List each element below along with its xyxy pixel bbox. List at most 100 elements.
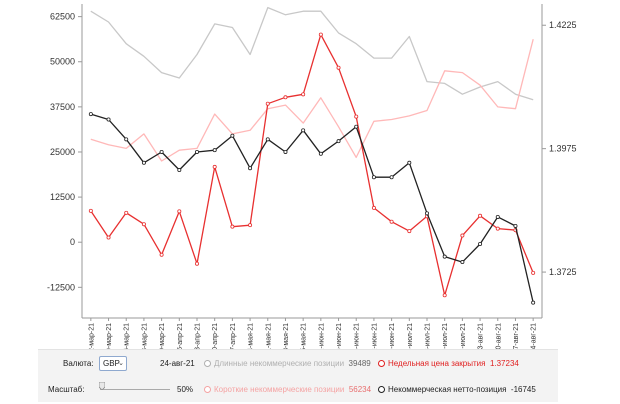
chart-background	[0, 0, 620, 349]
data-point	[371, 175, 376, 180]
data-point	[389, 175, 394, 180]
data-point	[460, 233, 465, 238]
data-point	[248, 223, 253, 228]
data-point	[230, 224, 235, 229]
data-point	[124, 210, 129, 215]
x-tick-label: 08-июн-21	[336, 323, 343, 349]
data-point	[212, 164, 217, 169]
series-line-1	[90, 39, 534, 162]
data-point	[354, 124, 359, 129]
data-point	[265, 101, 270, 106]
x-tick-label: 27-июл-21	[460, 323, 467, 349]
scale-slider-track[interactable]	[100, 389, 170, 390]
legend-long-value: 39489	[348, 359, 371, 368]
currency-select[interactable]: GBP ⌄	[99, 356, 127, 371]
right-tick-label: 1.3725	[549, 267, 577, 277]
date-value: 24-авг-21	[160, 359, 195, 368]
left-tick-label: 12500	[50, 192, 75, 202]
data-point	[212, 148, 217, 153]
x-tick-label: 29-июн-21	[389, 323, 396, 349]
left-tick-label: 25000	[50, 147, 75, 157]
currency-select-value: GBP	[103, 359, 120, 368]
data-point	[336, 65, 341, 70]
data-point	[389, 219, 394, 224]
data-point	[177, 168, 182, 173]
left-tick-label: -12500	[47, 282, 75, 292]
control-panel: Валюта: GBP ⌄ 24-авг-21 Масштаб: 50% Дли…	[38, 349, 558, 402]
right-tick-label: 1.3975	[549, 144, 577, 154]
data-point	[301, 92, 306, 97]
left-tick-label: 62500	[50, 12, 75, 22]
data-point	[106, 117, 111, 122]
currency-label: Валюта:	[63, 359, 94, 368]
data-point	[159, 252, 164, 257]
series-line-2	[90, 33, 534, 296]
scale-slider-handle[interactable]	[99, 382, 105, 390]
data-point	[88, 112, 93, 117]
x-tick-label: 30-мар-21	[159, 323, 166, 349]
data-point	[194, 261, 199, 266]
legend-close-value: 1.37234	[489, 359, 519, 368]
left-axis-ticks: 62500 50000 37500 25000 12500 0 -12500	[47, 12, 82, 292]
x-tick-label: 06-июл-21	[407, 323, 414, 349]
x-tick-label: 10-авг-21	[495, 323, 502, 349]
x-tick-label: 24-авг-21	[531, 323, 538, 349]
x-tick-label: 06-апр-21	[177, 323, 184, 349]
legend-marker-short	[204, 386, 211, 394]
x-tick-label: 13-апр-21	[195, 323, 202, 349]
data-point	[106, 235, 111, 240]
left-tick-label: 0	[70, 237, 75, 247]
data-point	[424, 211, 429, 216]
chevron-down-icon: ⌄	[118, 360, 124, 367]
right-tick-label: 1.4225	[549, 20, 577, 30]
data-point	[442, 254, 447, 259]
left-tick-label: 37500	[50, 102, 75, 112]
data-point	[318, 32, 323, 37]
data-point	[460, 260, 465, 265]
data-point	[442, 293, 447, 298]
x-tick-label: 25-мая-21	[301, 323, 308, 349]
scale-value: 50%	[177, 385, 194, 394]
data-point	[478, 213, 483, 218]
data-point	[141, 222, 146, 227]
x-tick-label: 09-мар-21	[106, 323, 113, 349]
data-point	[371, 205, 376, 210]
legend-long-positions: Длинные некоммерческие позиции 39489	[204, 359, 371, 368]
legend-marker-close	[378, 360, 385, 368]
series-line-0	[90, 6, 534, 101]
data-point	[407, 160, 412, 165]
data-point	[301, 128, 306, 133]
x-tick-label: 20-июл-21	[442, 323, 449, 349]
legend-marker-net	[378, 386, 385, 394]
data-point	[283, 149, 288, 154]
x-tick-label: 16-мар-21	[124, 323, 131, 349]
legend-short-positions: Короткие некоммерческие позиции 56234	[204, 385, 371, 394]
data-point	[177, 209, 182, 214]
legend-short-value: 56234	[348, 385, 372, 394]
data-point	[407, 229, 412, 234]
legend-net-value: -16745	[510, 385, 536, 394]
legend-weekly-close: Недельная цена закрытия 1.37234	[378, 359, 519, 368]
series-lines	[88, 6, 536, 305]
x-tick-label: 20-апр-21	[212, 323, 219, 349]
x-tick-label: 03-авг-21	[478, 323, 485, 349]
x-tick-label: 22-июн-21	[371, 323, 378, 349]
legend-long-label: Длинные некоммерческие позиции	[214, 359, 345, 368]
data-point	[336, 139, 341, 144]
legend-net-position: Некоммерческая нетто-позиция -16745	[378, 385, 536, 394]
data-point	[531, 300, 536, 305]
data-point	[194, 149, 199, 154]
x-tick-label: 11-мая-21	[265, 323, 272, 349]
x-axis-ticks: 02-мар-21 09-мар-21 16-мар-21 23-мар-21 30-м…	[88, 318, 538, 349]
data-point	[159, 149, 164, 154]
legend-short-label: Короткие некоммерческие позиции	[214, 385, 345, 394]
x-tick-label: 15-июн-21	[354, 323, 361, 349]
data-point	[513, 223, 518, 228]
right-axis-ticks: 1.4225 1.3975 1.3725	[542, 20, 577, 277]
data-point	[283, 95, 288, 100]
data-point	[141, 160, 146, 165]
x-tick-label: 27-апр-21	[230, 323, 237, 349]
data-point	[495, 214, 500, 219]
data-point	[88, 208, 93, 213]
